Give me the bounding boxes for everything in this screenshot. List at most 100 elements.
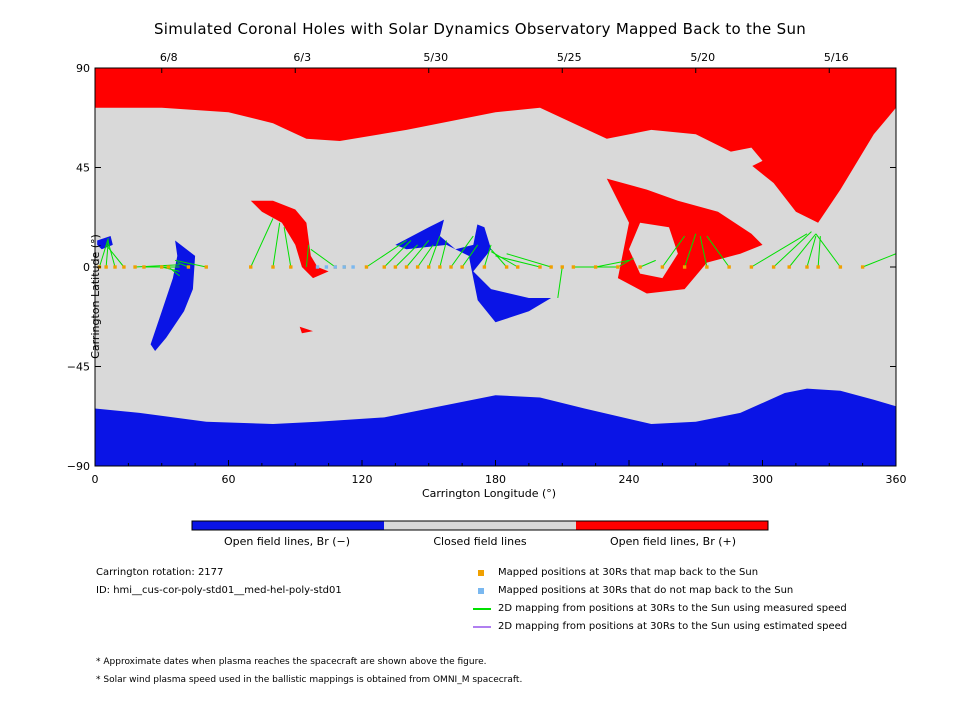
mapped-position-point [727,265,731,269]
date-label: 5/30 [423,51,448,64]
y-tick-label: 45 [76,162,90,175]
mapped-position-point [560,265,564,269]
mapped-position-point [538,265,542,269]
mapped-position-point [393,265,398,269]
field-line [395,244,418,268]
field-line [751,233,808,268]
field-line [506,253,552,268]
field-line [105,244,125,268]
mapped-position-point [571,265,576,269]
y-tick-label: −90 [67,460,90,473]
x-tick-label: 300 [752,473,773,486]
mapped-position-point [616,265,620,269]
colorbar-label-closed: Closed field lines [433,535,527,548]
mapped-position-point [838,265,843,269]
mapped-position-point [705,265,709,269]
date-label: 5/16 [824,51,849,64]
field-line [815,233,841,268]
field-line [177,262,189,268]
colorbar-label-open-pos: Open field lines, Br (+) [609,535,737,548]
legend-marker-line [473,626,491,628]
north-polar-hole [95,68,896,223]
colorbar-label-open-neg: Open field lines, Br (−) [223,535,351,548]
field-line [461,244,479,268]
mapped-position-point [271,265,275,269]
field-line [283,227,292,268]
field-line [595,259,630,268]
field-line [450,235,474,268]
unmapped-position-point [351,265,355,269]
field-line [490,248,508,268]
date-label: 6/8 [160,51,178,64]
date-label: 6/3 [293,51,311,64]
field-line [107,242,116,268]
field-line [773,231,812,268]
carrington-rotation: Carrington rotation: 2177 [96,567,224,578]
x-tick-label: 60 [222,473,236,486]
mapped-position-point [122,265,126,269]
mapped-position-point [166,265,171,269]
mapped-position-point [805,265,809,269]
model-id: ID: hmi__cus-cor-poly-std01__med-hel-pol… [96,585,342,596]
field-line [806,235,817,268]
mapped-position-point [516,265,520,269]
mapped-position-point [113,265,117,269]
mapped-position-point [186,265,191,269]
field-line [406,240,430,268]
mapped-position-point [449,265,453,269]
field-line [305,244,310,268]
field-line [639,259,656,268]
mapped-position-point [289,265,293,269]
legend-marker-line [473,608,491,610]
unmapped-position-point [315,265,320,269]
mapped-position-point [427,265,431,269]
mapped-position-point [860,265,865,269]
mapped-position-point [142,265,146,269]
legend-label: 2D mapping from positions at 30Rs to the… [498,621,848,632]
legend-label: 2D mapping from positions at 30Rs to the… [498,603,847,614]
y-tick-label: 90 [76,62,90,75]
closed-field-island [439,213,478,250]
mapped-position-point [204,265,208,269]
mapped-position-point [593,265,598,269]
y-axis-label: Carrington Latitude (°) [88,234,102,359]
field-line [417,244,434,268]
mapped-position-point [504,265,509,269]
x-tick-label: 360 [886,473,907,486]
x-tick-label: 240 [619,473,640,486]
x-axis-label: Carrington Longitude (°) [422,487,557,500]
chart-title: Simulated Coronal Holes with Solar Dynam… [153,20,807,38]
note-dates: * Approximate dates when plasma reaches … [96,657,487,667]
field-line [617,257,634,268]
mapped-position-point [660,265,665,269]
mapped-position-point [382,265,386,269]
field-line [272,222,281,268]
legend-label: Mapped positions at 30Rs that do not map… [498,585,794,596]
x-tick-label: 120 [352,473,373,486]
unmapped-position-point [324,265,329,269]
field-line [495,255,541,268]
field-line [699,235,708,268]
coronal-hole-neg [395,218,552,323]
note-speed: * Solar wind plasma speed used in the ba… [96,675,523,685]
field-line [483,244,492,268]
x-tick-label: 180 [485,473,506,486]
field-line [661,235,686,268]
closed-field-island [629,222,678,279]
field-line [817,236,821,268]
field-line [862,253,897,268]
field-line [168,266,180,277]
legend-marker-square [478,570,484,576]
date-label: 5/20 [690,51,715,64]
mapped-position-point [404,265,409,269]
mapped-position-point [482,265,487,269]
mapped-position-point [771,265,776,269]
field-line [439,240,448,268]
field-line [174,259,207,268]
field-line [366,240,407,268]
field-line [706,235,730,268]
closed-field-island [729,147,763,170]
mapped-position-point [749,265,754,269]
south-polar-hole [95,388,896,466]
